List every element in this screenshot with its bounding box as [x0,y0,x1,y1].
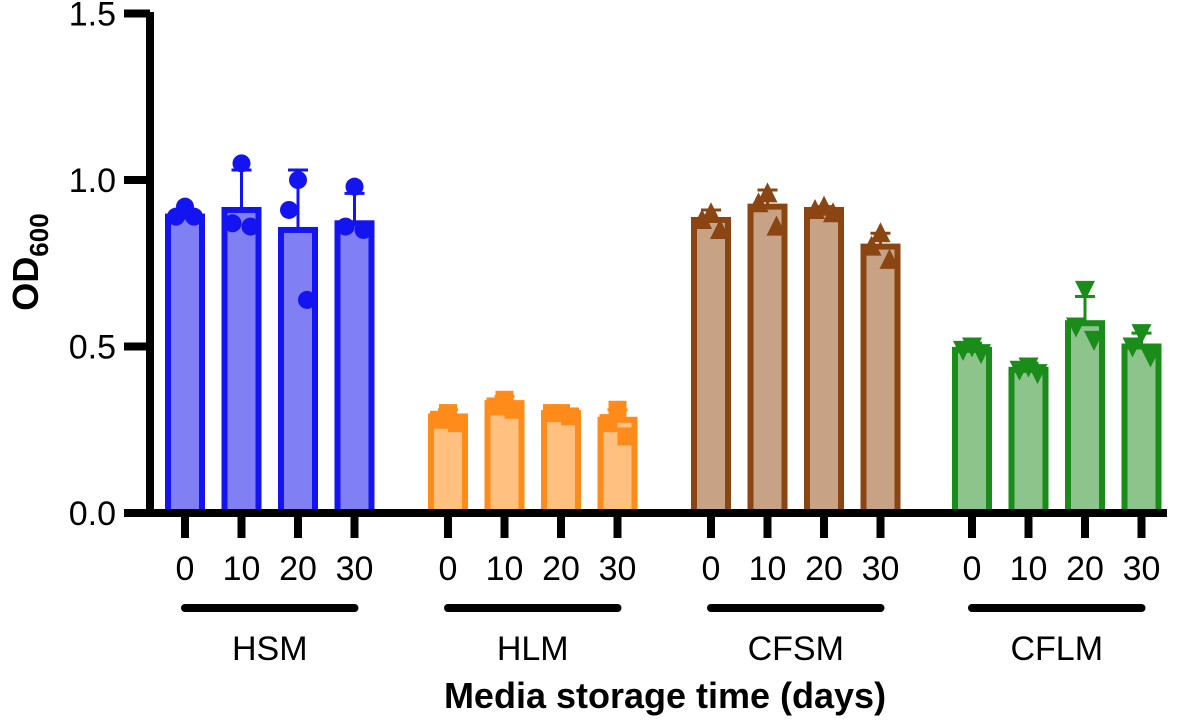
bar-hlm-10 [484,400,525,516]
bar-hlm-20 [541,410,581,517]
data-point [1066,317,1086,338]
x-tick-label: 10 [749,550,787,588]
data-point [298,290,316,309]
group-label-cflm: CFLM [1010,630,1103,668]
bar-cfsm-10 [747,203,788,516]
data-point [430,410,448,429]
data-point [241,217,260,236]
data-point [336,217,355,236]
bar-cfsm-30 [860,243,901,516]
x-tick-label: 20 [805,550,843,588]
data-point [185,207,203,226]
x-tick-label: 30 [1123,550,1161,588]
data-point [280,200,298,219]
data-point [710,218,730,239]
bar-cfsm-0 [691,216,731,517]
data-point [861,235,882,256]
y-axis-title-subscript: 600 [24,213,54,256]
bar-hsm-0 [165,213,205,516]
data-point [504,400,523,419]
x-tick-label: 20 [1066,550,1104,588]
x-tick-label: 10 [1010,550,1048,588]
bar-cflm-30 [1121,343,1162,516]
bar-cflm-20 [1065,320,1105,516]
plot-area [165,154,1162,517]
x-tick-label: 0 [963,550,982,588]
y-tick-label: 0.0 [69,495,116,533]
x-tick-label: 10 [486,550,524,588]
data-point [692,208,712,229]
bar-hlm-0 [428,413,468,516]
data-point [766,215,787,236]
y-ticks: 0.0 0.5 1.0 1.5 [69,0,150,533]
data-point [1084,330,1104,351]
group-label-hlm: HLM [497,630,569,668]
bar-cflm-10 [1008,366,1049,516]
bar-cflm-0 [952,346,992,516]
y-tick-label: 0.5 [69,329,116,367]
data-point [345,177,364,196]
x-tick-label: 30 [336,550,374,588]
y-axis-title: OD600 [5,213,54,310]
group-label-cfsm: CFSM [748,630,844,668]
y-tick-label: 1.5 [69,0,116,34]
group-label-hsm: HSM [232,630,308,668]
x-tick-label: 0 [176,550,195,588]
bar-hsm-30 [334,220,375,516]
x-tick-label: 20 [542,550,580,588]
data-point [167,207,185,226]
x-tick-label: 30 [862,550,900,588]
bar-hsm-20 [278,226,318,516]
y-axis-title-main: OD [5,257,46,311]
data-point [953,340,973,361]
x-tick-label: 0 [702,550,721,588]
bar-cfsm-20 [804,206,844,516]
data-point [1009,360,1030,381]
x-tick-label: 20 [279,550,317,588]
data-point [748,192,769,213]
data-point [223,214,242,233]
x-tick-label: 10 [223,550,261,588]
data-point [289,171,307,189]
data-point [599,414,618,433]
data-point [1075,280,1095,301]
data-point [354,220,373,239]
data-point [543,404,561,423]
data-point [823,202,843,223]
data-point [486,397,505,416]
x-tick-label: 30 [599,550,637,588]
data-point [870,222,891,243]
data-point [561,407,579,426]
data-point [1140,347,1161,368]
group-labels: HSM HLM CFSM CFLM [181,604,1146,668]
data-point [448,414,466,433]
data-point [805,198,825,219]
y-tick-label: 1.0 [69,162,116,200]
data-point [1027,364,1048,385]
axes [146,12,1167,517]
data-point [757,182,778,203]
data-point [971,344,991,365]
x-tick-label: 0 [439,550,458,588]
data-point [1122,337,1143,358]
data-point [232,154,251,173]
data-point [879,248,900,269]
data-point [1131,324,1152,345]
x-ticks: 0 10 20 30 0 10 20 30 0 10 20 30 0 10 20 30 [176,513,1161,588]
bar-hsm-10 [221,206,262,516]
data-point [617,427,636,446]
x-axis-title: Media storage time (days) [444,675,886,716]
